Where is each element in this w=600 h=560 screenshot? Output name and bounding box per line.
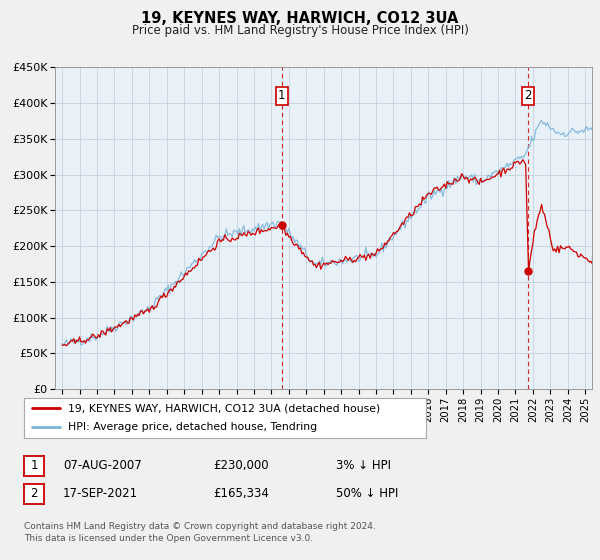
Text: £165,334: £165,334 bbox=[213, 487, 269, 501]
Text: 3% ↓ HPI: 3% ↓ HPI bbox=[336, 459, 391, 473]
Text: Contains HM Land Registry data © Crown copyright and database right 2024.
This d: Contains HM Land Registry data © Crown c… bbox=[24, 522, 376, 543]
Text: HPI: Average price, detached house, Tendring: HPI: Average price, detached house, Tend… bbox=[68, 422, 317, 432]
Text: 2: 2 bbox=[524, 90, 532, 102]
Text: 1: 1 bbox=[31, 459, 38, 473]
Text: 50% ↓ HPI: 50% ↓ HPI bbox=[336, 487, 398, 501]
Text: 07-AUG-2007: 07-AUG-2007 bbox=[63, 459, 142, 473]
Text: 2: 2 bbox=[31, 487, 38, 501]
Text: Price paid vs. HM Land Registry's House Price Index (HPI): Price paid vs. HM Land Registry's House … bbox=[131, 24, 469, 36]
Text: 19, KEYNES WAY, HARWICH, CO12 3UA (detached house): 19, KEYNES WAY, HARWICH, CO12 3UA (detac… bbox=[68, 404, 380, 413]
Text: £230,000: £230,000 bbox=[213, 459, 269, 473]
Text: 19, KEYNES WAY, HARWICH, CO12 3UA: 19, KEYNES WAY, HARWICH, CO12 3UA bbox=[142, 11, 458, 26]
Text: 1: 1 bbox=[278, 90, 286, 102]
Text: 17-SEP-2021: 17-SEP-2021 bbox=[63, 487, 138, 501]
